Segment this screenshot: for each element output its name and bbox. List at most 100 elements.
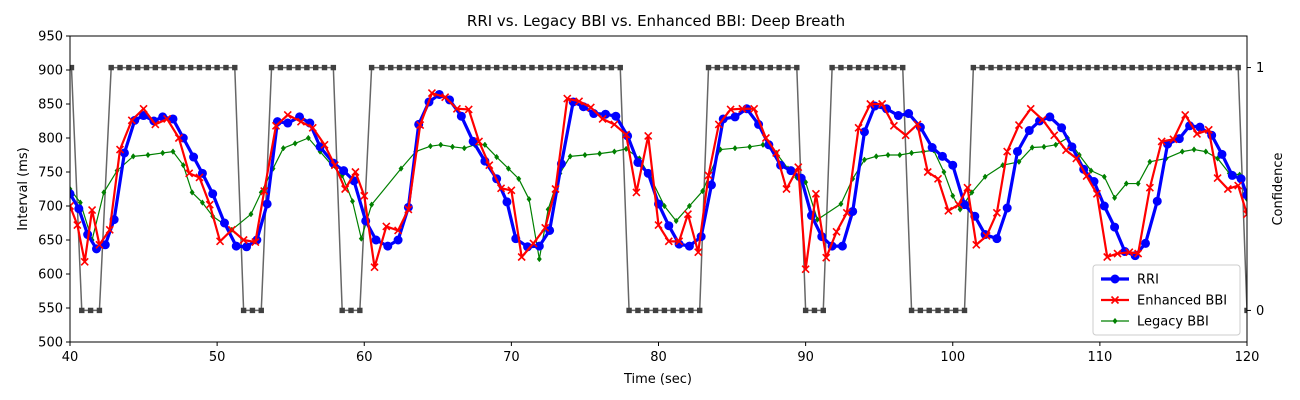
data-point-rri [262, 199, 272, 209]
data-point-rri [948, 160, 958, 170]
data-point-enhanced-bbi [923, 167, 932, 177]
data-point-enhanced-bbi [105, 225, 114, 234]
data-point-enhanced-bbi [854, 123, 863, 132]
data-point-confidence [458, 64, 465, 71]
data-point-legacy-bbi [1179, 148, 1185, 155]
data-point-rri [611, 111, 621, 121]
data-point-legacy-bbi [885, 151, 891, 159]
data-point-confidence [820, 307, 826, 314]
data-point-rri [208, 189, 218, 199]
data-point-legacy-bbi [1191, 146, 1197, 153]
data-point-rri [456, 111, 466, 121]
data-point-rri [1110, 222, 1120, 232]
series-enhanced-bbi [70, 89, 1247, 274]
data-point-enhanced-bbi [416, 121, 425, 130]
data-point-enhanced-bbi [954, 200, 963, 209]
data-point-rri [283, 118, 293, 128]
data-point-confidence [1014, 64, 1021, 71]
data-point-confidence [1156, 64, 1162, 71]
data-point-enhanced-bbi [341, 184, 350, 194]
data-point-rri [383, 241, 393, 251]
data-point-confidence [767, 64, 774, 71]
data-point-enhanced-bbi [1192, 129, 1202, 138]
data-point-confidence [599, 64, 606, 71]
data-point-enhanced-bbi [1092, 189, 1101, 198]
data-point-rri [1174, 134, 1184, 144]
data-point-legacy-bbi [427, 142, 433, 150]
data-point-enhanced-bbi [404, 205, 413, 214]
data-point-rri [848, 206, 858, 216]
data-point-legacy-bbi [305, 134, 311, 142]
data-point-legacy-bbi [369, 201, 375, 208]
data-point-rri [91, 244, 101, 254]
data-point-confidence [546, 64, 553, 71]
data-point-enhanced-bbi [632, 188, 641, 197]
data-point-confidence [979, 64, 985, 71]
data-point-confidence [696, 307, 703, 314]
data-point-confidence [961, 307, 968, 314]
data-point-legacy-bbi [1112, 194, 1118, 202]
data-point-confidence [423, 64, 429, 71]
data-point-enhanced-bbi [320, 140, 329, 149]
data-point-confidence [1120, 64, 1127, 71]
data-point-rri [468, 136, 478, 146]
axes-layer: 40 50 60 70 80 90 100 110 120 500 550 600 650 700 750 8… [38, 30, 1264, 366]
data-point-legacy-bbi [526, 195, 532, 203]
data-point-enhanced-bbi [982, 231, 991, 240]
data-point-confidence [679, 307, 685, 314]
data-point-legacy-bbi [760, 141, 766, 149]
data-point-enhanced-bbi [992, 208, 1001, 217]
legend-marker-legacy-bbi [1112, 317, 1118, 325]
y-axis-label: Interval (ms) [16, 147, 31, 231]
data-point-confidence [258, 307, 264, 314]
data-point-rri [502, 197, 512, 207]
data-point-legacy-bbi [611, 148, 617, 155]
data-point-confidence [891, 64, 897, 71]
data-point-rri [231, 241, 241, 251]
data-point-enhanced-bbi [574, 97, 584, 106]
data-point-confidence [952, 307, 959, 314]
data-point-rri [837, 241, 847, 251]
data-point-rri [643, 168, 653, 178]
data-point-enhanced-bbi [296, 117, 306, 126]
data-point-enhanced-bbi [529, 239, 538, 248]
data-point-enhanced-bbi [1125, 248, 1134, 257]
y-tick-label: 550 [38, 302, 63, 317]
data-point-confidence [388, 64, 394, 71]
data-point-enhanced-bbi [308, 123, 317, 132]
data-point-enhanced-bbi [726, 105, 735, 114]
data-point-confidence [1076, 64, 1082, 71]
x-tick-label: 100 [940, 350, 965, 365]
data-point-confidence [286, 64, 292, 71]
y-tick-label: 500 [38, 336, 63, 351]
data-point-confidence [1244, 307, 1247, 314]
data-point-legacy-bbi [567, 153, 573, 160]
data-point-confidence [864, 64, 871, 71]
data-point-enhanced-bbi [1103, 252, 1112, 262]
data-point-confidence [196, 64, 203, 71]
data-point-legacy-bbi [1203, 148, 1209, 155]
data-point-confidence [811, 307, 818, 314]
x-tick-label: 90 [797, 350, 814, 365]
data-point-legacy-bbi [461, 144, 467, 152]
data-point-confidence [741, 64, 747, 71]
data-point-confidence [126, 64, 132, 71]
data-point-enhanced-bbi [610, 120, 619, 129]
data-point-enhanced-bbi [283, 110, 292, 119]
y-tick-label: 950 [38, 30, 63, 45]
data-point-legacy-bbi [494, 153, 500, 161]
data-point-legacy-bbi [199, 199, 205, 206]
data-point-rri [393, 235, 403, 245]
data-point-enhanced-bbi [452, 104, 462, 113]
data-point-legacy-bbi [747, 143, 753, 151]
data-point-confidence [502, 64, 509, 71]
data-point-legacy-bbi [1053, 141, 1059, 149]
data-point-confidence [1023, 64, 1030, 71]
data-point-enhanced-bbi [972, 240, 981, 249]
data-point-enhanced-bbi [1014, 121, 1024, 130]
data-point-enhanced-bbi [889, 121, 898, 130]
data-point-confidence [476, 64, 482, 71]
data-point-legacy-bbi [516, 175, 522, 183]
data-point-legacy-bbi [861, 156, 867, 163]
data-point-legacy-bbi [248, 210, 254, 218]
